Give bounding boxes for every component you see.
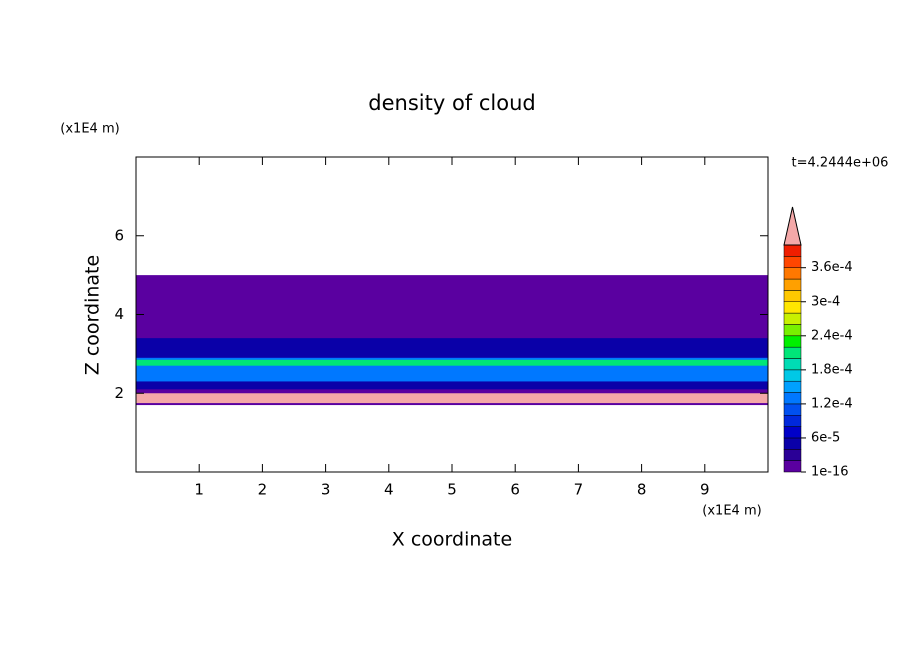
y-tick-label: 4 (114, 305, 124, 323)
x-tick-label: 6 (510, 481, 520, 499)
y-unit: (x1E4 m) (60, 122, 119, 137)
colorbar-extend (783, 206, 802, 246)
colorbar-box (783, 335, 802, 348)
y-axis-label: Z coordinate (82, 255, 104, 375)
colorbar-box (783, 301, 802, 314)
colorbar-tick-label: 1.8e-4 (811, 362, 853, 377)
colorbar-box (783, 358, 802, 371)
colorbar-box (783, 369, 802, 382)
x-tick-label: 3 (321, 481, 331, 499)
colorbar-tick-label: 1.2e-4 (811, 396, 853, 411)
colorbar-tick-label: 3e-4 (811, 294, 840, 309)
colorbar-box (783, 256, 802, 268)
x-tick-label: 4 (384, 481, 394, 499)
x-tick-label: 8 (637, 481, 647, 499)
contour-region (136, 359, 768, 366)
colorbar-tick-label: 6e-5 (811, 430, 840, 445)
colorbar-box (783, 437, 802, 450)
colorbar-tick-label: 1e-16 (811, 465, 849, 480)
colorbar-box (783, 415, 802, 427)
chart-title: density of cloud (368, 91, 535, 115)
x-tick-label: 5 (447, 481, 457, 499)
colorbar-box (783, 403, 802, 416)
x-tick-label: 1 (194, 481, 204, 499)
y-tick-label: 6 (114, 226, 124, 244)
colorbar-box (783, 244, 802, 257)
colorbar-box (783, 426, 802, 439)
x-tick-label: 7 (574, 481, 584, 499)
colorbar-box (783, 278, 802, 291)
colorbar-box (783, 460, 802, 473)
time-annotation: t=4.2444e+06 (792, 156, 889, 171)
x-unit: (x1E4 m) (702, 504, 761, 519)
colorbar-box (783, 312, 802, 325)
colorbar-box (783, 290, 802, 302)
colorbar-box (783, 380, 802, 393)
colorbar-box (783, 392, 802, 405)
colorbar-box (783, 449, 802, 461)
contour-region (136, 393, 768, 404)
y-tick-label: 2 (114, 384, 124, 402)
x-tick-label: 9 (700, 481, 710, 499)
colorbar-box (783, 324, 802, 337)
colorbar-tick-label: 3.6e-4 (811, 260, 853, 275)
x-tick-label: 2 (258, 481, 268, 499)
colorbar-tick-label: 2.4e-4 (811, 328, 853, 343)
colorbar-box (783, 346, 802, 359)
colorbar-box (783, 267, 802, 280)
x-axis-label: X coordinate (392, 529, 512, 551)
